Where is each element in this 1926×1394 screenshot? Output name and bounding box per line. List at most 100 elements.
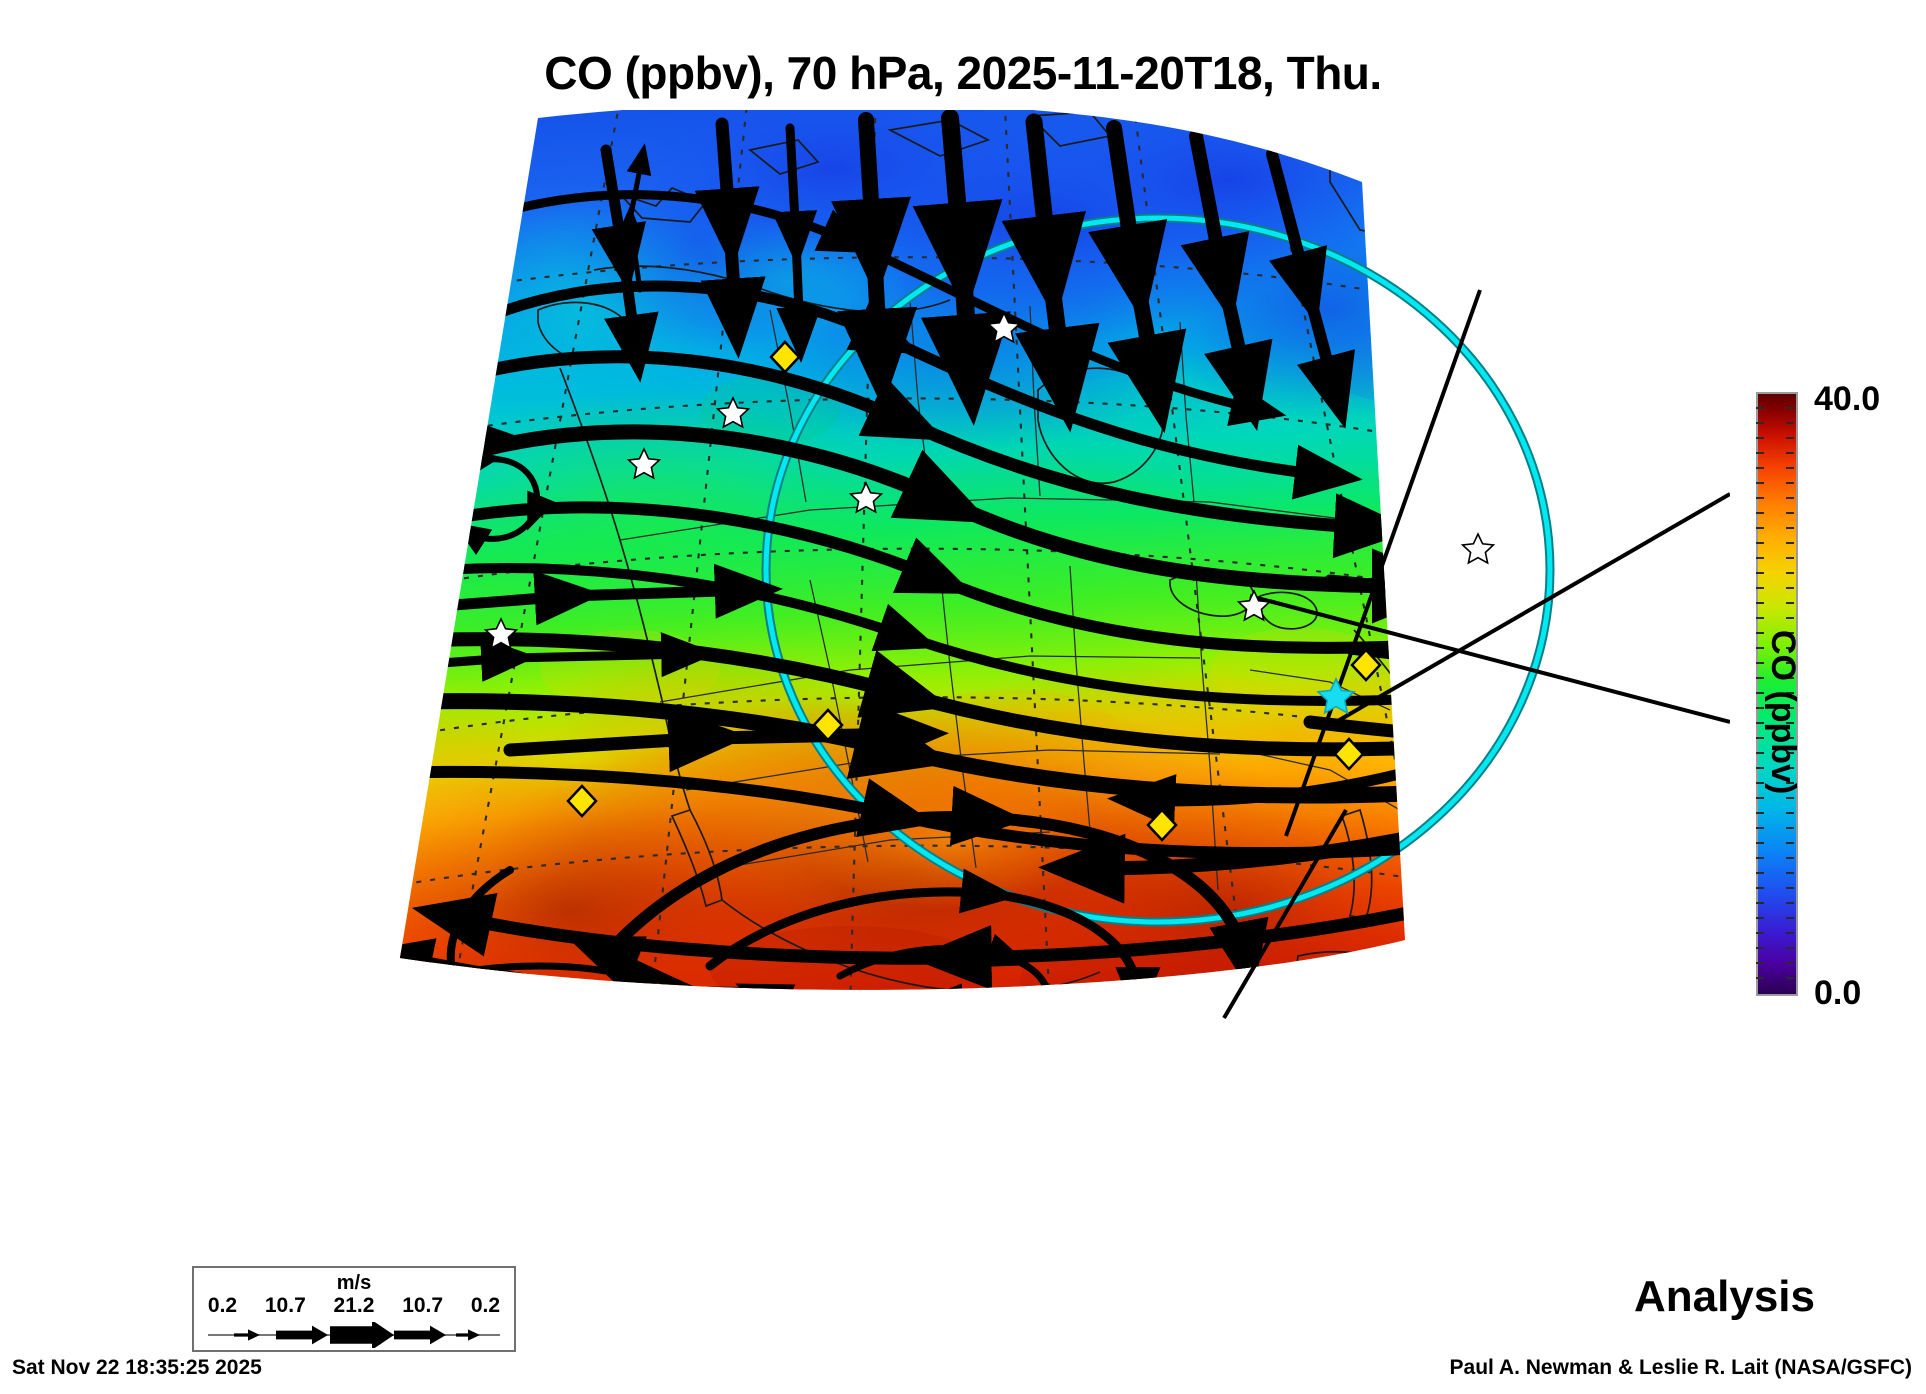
colorbar-tick <box>1786 707 1794 709</box>
colorbar-tick <box>1756 452 1764 454</box>
colorbar-tick <box>1756 917 1764 919</box>
colorbar-tick <box>1756 977 1764 979</box>
colorbar-tick <box>1756 617 1764 619</box>
colorbar-tick <box>1756 497 1764 499</box>
colorbar-tick <box>1756 872 1764 874</box>
colorbar-tick <box>1786 662 1794 664</box>
yellow-diamond-marker[interactable] <box>566 340 1382 842</box>
colorbar-tick <box>1756 512 1764 514</box>
cyan-star-marker[interactable] <box>1316 677 1356 715</box>
colorbar-tick <box>1786 437 1794 439</box>
colorbar-tick <box>1786 782 1794 784</box>
colorbar-tick <box>1756 902 1764 904</box>
colorbar-tick <box>1756 887 1764 889</box>
co-field-map[interactable] <box>150 110 1730 1260</box>
analysis-label: Analysis <box>1634 1272 1815 1321</box>
colorbar-tick <box>1756 722 1764 724</box>
author-credit: Paul A. Newman & Leslie R. Lait (NASA/GS… <box>1449 1356 1912 1379</box>
colorbar-tick <box>1756 527 1764 529</box>
colorbar-tick <box>1756 962 1764 964</box>
colorbar-tick <box>1756 542 1764 544</box>
map-panel[interactable] <box>150 110 1730 1260</box>
colorbar-tick <box>1786 737 1794 739</box>
colorbar-tick <box>1756 752 1764 754</box>
colorbar-tick <box>1756 857 1764 859</box>
white-star-marker[interactable] <box>483 311 1496 650</box>
colorbar-tick <box>1756 812 1764 814</box>
colorbar-tick <box>1786 872 1794 874</box>
colorbar-tick <box>1786 602 1794 604</box>
colorbar-tick <box>1756 737 1764 739</box>
colorbar-tick <box>1756 467 1764 469</box>
colorbar-tick <box>1786 827 1794 829</box>
colorbar-tick <box>1786 572 1794 574</box>
colorbar-tick <box>1786 797 1794 799</box>
wind-value-4: 0.2 <box>470 1294 501 1317</box>
colorbar-axis-label: CO (ppbv) <box>1764 630 1802 795</box>
colorbar-tick <box>1756 827 1764 829</box>
colorbar-tick <box>1786 962 1794 964</box>
colorbar-tick <box>1756 677 1764 679</box>
page-title: CO (ppbv), 70 hPa, 2025-11-20T18, Thu. <box>544 47 1382 99</box>
colorbar-tick <box>1786 542 1794 544</box>
colorbar-tick <box>1786 932 1794 934</box>
colorbar-tick <box>1786 617 1794 619</box>
colorbar-tick <box>1756 797 1764 799</box>
colorbar-tick <box>1786 947 1794 949</box>
colorbar-tick <box>1786 977 1794 979</box>
colorbar-tick <box>1786 632 1794 634</box>
colorbar-tick <box>1756 407 1764 409</box>
wind-value-2: 21.2 <box>333 1294 375 1317</box>
colorbar-tick <box>1786 902 1794 904</box>
colorbar-tick <box>1786 467 1794 469</box>
colorbar-tick <box>1756 602 1764 604</box>
colorbar-tick <box>1756 782 1764 784</box>
colorbar-tick <box>1756 932 1764 934</box>
colorbar-tick <box>1756 557 1764 559</box>
colorbar-tick <box>1786 812 1794 814</box>
colorbar-ticks <box>1756 392 1794 992</box>
colorbar-tick <box>1756 572 1764 574</box>
colorbar-tick <box>1786 842 1794 844</box>
colorbar-tick <box>1756 662 1764 664</box>
wind-speed-legend: m/s 0.2 10.7 21.2 10.7 0.2 <box>192 1266 516 1352</box>
colorbar-tick <box>1786 482 1794 484</box>
wind-arrow-scale <box>208 1322 500 1348</box>
colorbar-tick <box>1756 707 1764 709</box>
colorbar-min-label: 0.0 <box>1814 974 1862 1012</box>
wind-value-labels: 0.2 10.7 21.2 10.7 0.2 <box>194 1294 514 1318</box>
colorbar-tick <box>1786 677 1794 679</box>
colorbar-tick <box>1756 587 1764 589</box>
colorbar-tick <box>1786 722 1794 724</box>
station-markers[interactable] <box>483 311 1496 842</box>
colorbar-tick <box>1786 887 1794 889</box>
colorbar-tick <box>1756 947 1764 949</box>
wind-value-0: 0.2 <box>207 1294 238 1317</box>
colorbar-tick <box>1786 587 1794 589</box>
colorbar-tick <box>1786 407 1794 409</box>
colorbar-tick <box>1786 692 1794 694</box>
colorbar-tick <box>1786 422 1794 424</box>
co-contour-field <box>400 110 1405 990</box>
colorbar-tick <box>1756 692 1764 694</box>
wind-value-1: 10.7 <box>264 1294 306 1317</box>
colorbar-tick <box>1786 512 1794 514</box>
colorbar-tick <box>1786 452 1794 454</box>
colorbar-tick <box>1786 857 1794 859</box>
colorbar-tick <box>1756 842 1764 844</box>
colorbar-gradient <box>1756 392 1798 996</box>
colorbar-tick <box>1786 527 1794 529</box>
colorbar-tick <box>1756 632 1764 634</box>
colorbar-max-label: 40.0 <box>1814 380 1881 418</box>
colorbar-tick <box>1756 422 1764 424</box>
generation-timestamp: Sat Nov 22 18:35:25 2025 <box>12 1356 262 1379</box>
wind-units-label: m/s <box>336 1272 372 1294</box>
colorbar-tick <box>1786 497 1794 499</box>
colorbar-tick <box>1756 767 1764 769</box>
colorbar-tick <box>1786 752 1794 754</box>
colorbar-tick <box>1786 767 1794 769</box>
colorbar-tick <box>1756 482 1764 484</box>
colorbar-tick <box>1756 437 1764 439</box>
colorbar-tick <box>1786 917 1794 919</box>
colorbar-tick <box>1756 647 1764 649</box>
